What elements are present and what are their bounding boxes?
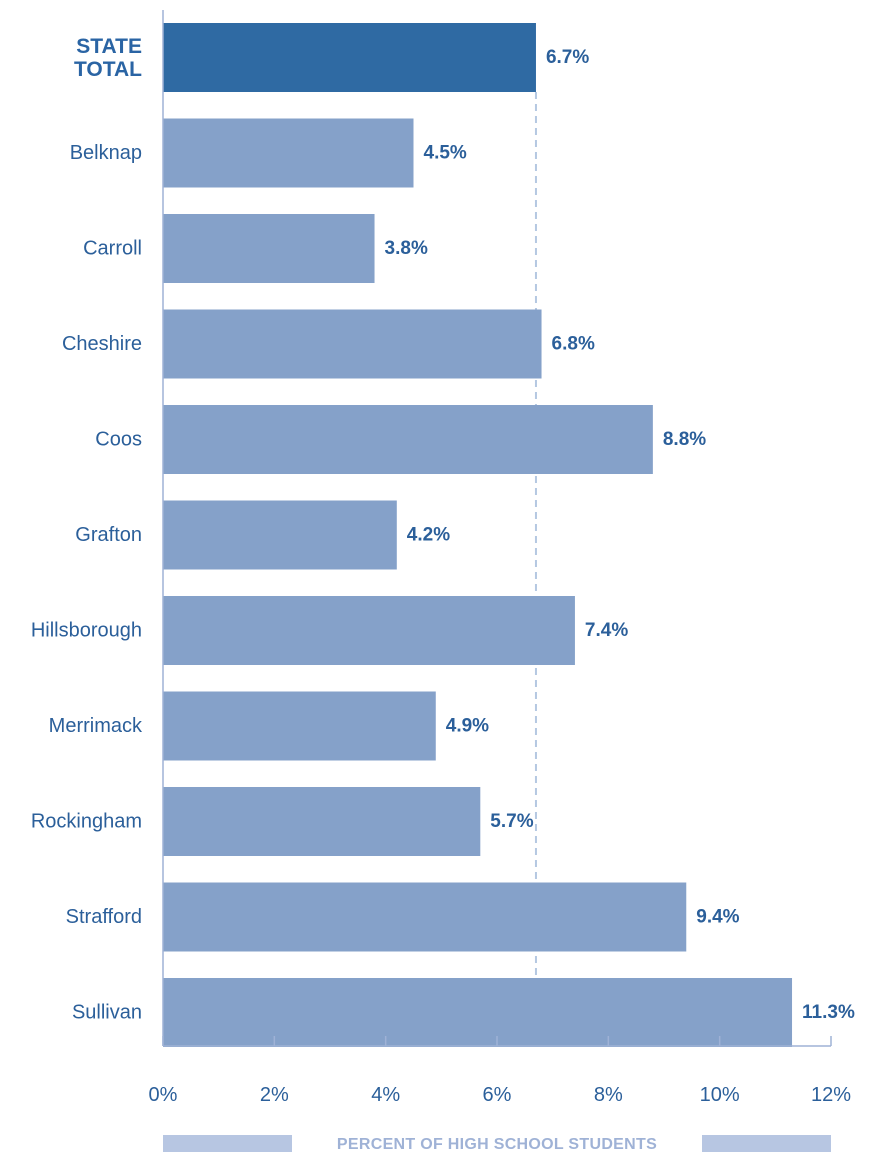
value-label-cheshire: 6.8%	[552, 334, 595, 355]
bar-grafton	[163, 500, 397, 570]
category-label-strafford: Strafford	[66, 906, 142, 928]
xlabel-band-right	[702, 1135, 831, 1152]
bar-coos	[163, 405, 653, 474]
category-label-coos: Coos	[95, 429, 142, 451]
bar-merrimack	[163, 691, 436, 761]
value-label-sullivan: 11.3%	[802, 1002, 855, 1023]
value-label-carroll: 3.8%	[385, 238, 428, 259]
bar-rockingham	[163, 787, 481, 856]
category-label-sullivan: Sullivan	[72, 1002, 142, 1024]
category-label-belknap: Belknap	[70, 142, 142, 164]
x-tick-label: 2%	[260, 1084, 289, 1106]
category-label-merrimack: Merrimack	[49, 715, 143, 737]
xlabel-band-left	[163, 1135, 292, 1152]
x-tick-label: 10%	[700, 1084, 740, 1106]
x-axis-title: PERCENT OF HIGH SCHOOL STUDENTS	[337, 1136, 657, 1153]
bar-cheshire	[163, 309, 542, 379]
bar-belknap	[163, 118, 414, 188]
value-label-strafford: 9.4%	[696, 907, 739, 928]
bar-state-total	[163, 23, 536, 92]
category-label-cheshire: Cheshire	[62, 333, 142, 355]
category-label-hillsborough: Hillsborough	[31, 620, 142, 642]
bar-sullivan	[163, 978, 793, 1047]
category-label-state-total: STATE TOTAL	[74, 34, 142, 80]
category-label-carroll: Carroll	[83, 238, 142, 260]
value-label-grafton: 4.2%	[407, 525, 450, 546]
value-label-state-total: 6.7%	[546, 47, 589, 68]
value-label-merrimack: 4.9%	[446, 716, 489, 737]
value-label-coos: 8.8%	[663, 429, 706, 450]
x-tick-label: 6%	[483, 1084, 512, 1106]
value-label-rockingham: 5.7%	[490, 811, 533, 832]
category-label-grafton: Grafton	[75, 524, 142, 546]
bar-carroll	[163, 214, 375, 283]
x-tick-label: 12%	[811, 1084, 851, 1106]
bar-hillsborough	[163, 596, 575, 665]
x-tick-label: 8%	[594, 1084, 623, 1106]
category-label-rockingham: Rockingham	[31, 811, 142, 833]
x-tick-label: 0%	[149, 1084, 178, 1106]
value-label-belknap: 4.5%	[424, 143, 467, 164]
x-tick-label: 4%	[371, 1084, 400, 1106]
value-label-hillsborough: 7.4%	[585, 620, 628, 641]
bar-strafford	[163, 882, 687, 952]
